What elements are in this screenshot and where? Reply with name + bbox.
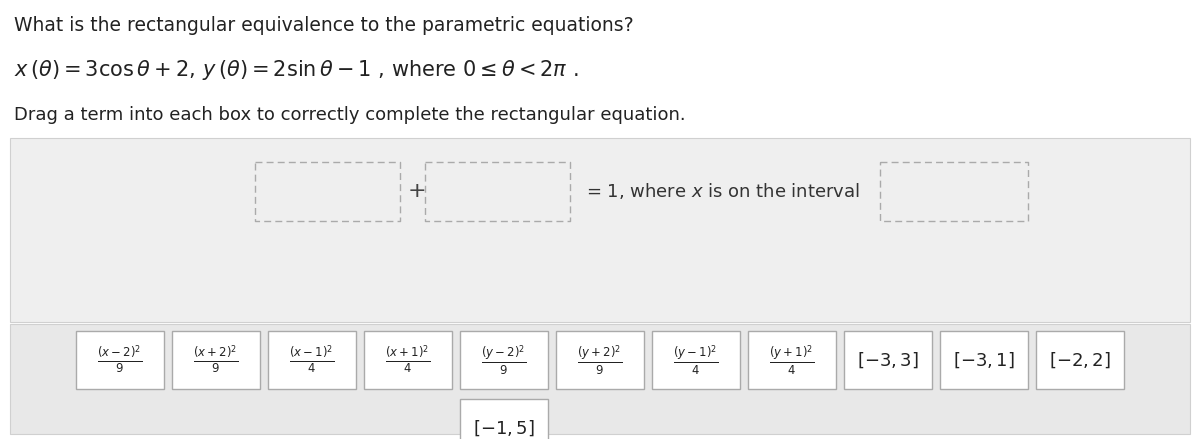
Text: $\frac{(y-1)^2}{4}$: $\frac{(y-1)^2}{4}$	[673, 343, 719, 377]
Text: What is the rectangular equivalence to the parametric equations?: What is the rectangular equivalence to t…	[14, 16, 634, 35]
Text: $\frac{(x+1)^2}{4}$: $\frac{(x+1)^2}{4}$	[385, 344, 431, 376]
Text: $[-3,3]$: $[-3,3]$	[857, 350, 919, 370]
Bar	[76, 331, 164, 389]
Bar	[844, 331, 932, 389]
Bar	[940, 331, 1028, 389]
Text: $\frac{(y-2)^2}{9}$: $\frac{(y-2)^2}{9}$	[481, 343, 527, 377]
Bar	[652, 331, 740, 389]
Text: = 1, where $x$ is on the interval: = 1, where $x$ is on the interval	[586, 181, 860, 202]
Text: $\frac{(y+2)^2}{9}$: $\frac{(y+2)^2}{9}$	[577, 343, 623, 377]
Text: Drag a term into each box to correctly complete the rectangular equation.: Drag a term into each box to correctly c…	[14, 106, 685, 124]
Text: $\frac{(x+2)^2}{9}$: $\frac{(x+2)^2}{9}$	[193, 344, 239, 376]
Text: $\frac{(x-2)^2}{9}$: $\frac{(x-2)^2}{9}$	[97, 344, 143, 376]
Bar	[460, 331, 548, 389]
Text: $\frac{(x-1)^2}{4}$: $\frac{(x-1)^2}{4}$	[289, 344, 335, 376]
Bar	[556, 331, 644, 389]
Bar	[268, 331, 356, 389]
Text: $[-2,2]$: $[-2,2]$	[1049, 350, 1111, 370]
Bar	[172, 331, 260, 389]
Text: $\frac{(y+1)^2}{4}$: $\frac{(y+1)^2}{4}$	[769, 343, 815, 377]
Bar	[10, 324, 1190, 434]
Text: $x\,(\theta) = 3\cos\theta + 2,\, y\,(\theta) = 2\sin\theta - 1$ , where $0 \leq: $x\,(\theta) = 3\cos\theta + 2,\, y\,(\t…	[14, 58, 578, 82]
Text: $[-1,5]$: $[-1,5]$	[473, 418, 535, 437]
Bar	[460, 399, 548, 440]
Bar	[10, 138, 1190, 322]
Bar	[1036, 331, 1124, 389]
Bar	[364, 331, 452, 389]
Text: $[-3,1]$: $[-3,1]$	[953, 350, 1015, 370]
Bar	[748, 331, 836, 389]
Text: +: +	[408, 181, 427, 202]
